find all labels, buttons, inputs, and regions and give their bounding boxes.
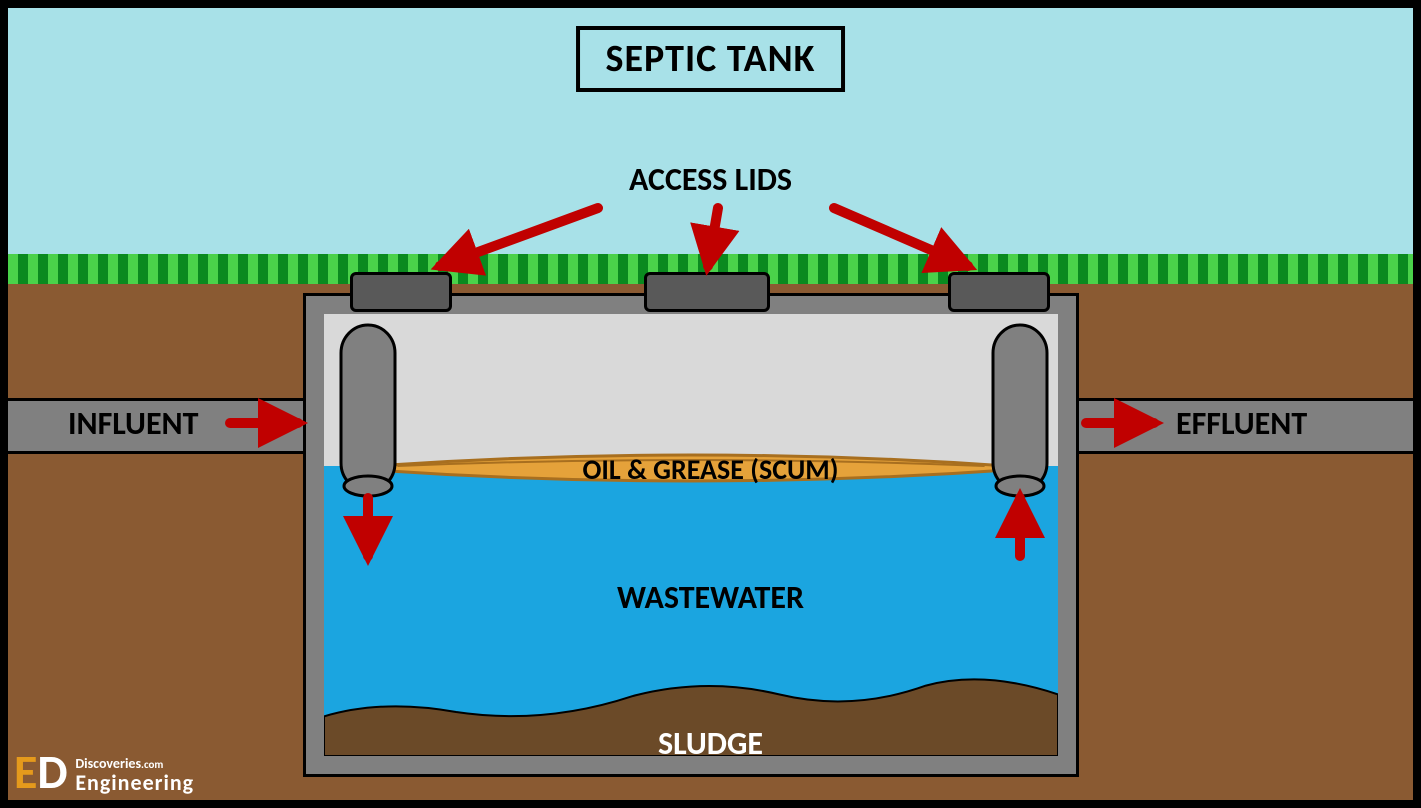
outlet-baffle — [992, 324, 1048, 492]
logo-mark-e: E — [14, 748, 37, 796]
access-lids-label: ACCESS LIDS — [629, 160, 792, 199]
diagram-title: SEPTIC TANK — [576, 26, 846, 92]
influent-label: INFLUENT — [68, 404, 198, 443]
tank-airspace — [324, 314, 1058, 466]
diagram-frame: SEPTIC TANK ACCESS LIDS INFLUENT EFFLUEN… — [0, 0, 1421, 808]
access-lid — [948, 272, 1050, 312]
access-lid — [350, 272, 452, 312]
source-logo: ED Discoveries.com Engineering — [14, 748, 194, 796]
logo-engineering: Engineering — [75, 772, 194, 794]
logo-mark-d: D — [37, 748, 67, 796]
inlet-baffle — [340, 324, 396, 492]
access-lid — [644, 272, 770, 312]
effluent-label: EFFLUENT — [1176, 404, 1307, 443]
scum-label: OIL & GREASE (SCUM) — [583, 452, 839, 487]
wastewater-label: WASTEWATER — [617, 578, 804, 617]
sludge-label: SLUDGE — [658, 724, 763, 763]
